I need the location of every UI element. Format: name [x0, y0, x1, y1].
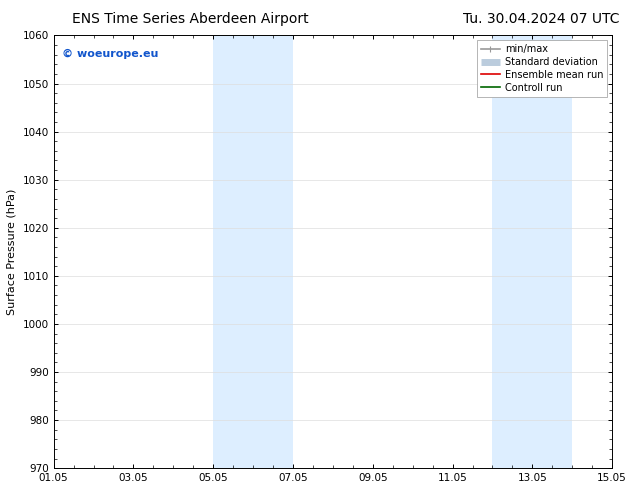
- Text: ENS Time Series Aberdeen Airport: ENS Time Series Aberdeen Airport: [72, 12, 309, 26]
- Text: © woeurope.eu: © woeurope.eu: [62, 49, 158, 58]
- Bar: [213, 35, 293, 468]
- Y-axis label: Surface Pressure (hPa): Surface Pressure (hPa): [7, 189, 17, 315]
- Bar: [493, 35, 573, 468]
- Text: Tu. 30.04.2024 07 UTC: Tu. 30.04.2024 07 UTC: [463, 12, 619, 26]
- Legend: min/max, Standard deviation, Ensemble mean run, Controll run: min/max, Standard deviation, Ensemble me…: [477, 40, 607, 97]
